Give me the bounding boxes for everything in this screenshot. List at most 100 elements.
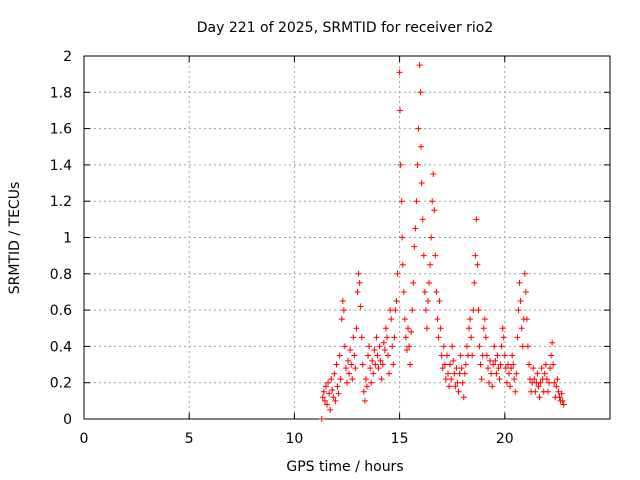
data-point	[359, 361, 366, 368]
data-point	[352, 365, 359, 372]
data-point	[493, 370, 500, 377]
data-point	[515, 307, 522, 314]
x-tick-label: 5	[185, 431, 194, 447]
data-point	[325, 379, 332, 386]
data-point	[468, 334, 475, 341]
data-point	[439, 365, 446, 372]
data-point	[496, 376, 503, 383]
data-point	[389, 343, 396, 350]
data-point	[396, 69, 403, 76]
data-point	[335, 390, 342, 397]
data-point	[530, 365, 537, 372]
data-point	[339, 298, 346, 305]
data-point	[500, 334, 507, 341]
data-point	[418, 143, 425, 150]
data-point	[442, 376, 449, 383]
data-point	[321, 397, 328, 404]
data-point	[429, 198, 436, 205]
x-tick-label: 0	[80, 431, 89, 447]
data-point	[378, 376, 385, 383]
data-point	[401, 316, 408, 323]
data-point	[462, 361, 469, 368]
data-point	[473, 216, 480, 223]
data-point	[478, 376, 485, 383]
data-point	[366, 343, 373, 350]
data-point	[534, 370, 541, 377]
data-point	[319, 394, 326, 401]
data-point	[432, 252, 439, 259]
data-point	[547, 365, 554, 372]
data-point	[380, 339, 387, 346]
data-point	[495, 365, 502, 372]
data-point	[328, 376, 335, 383]
data-point	[438, 352, 445, 359]
data-point	[418, 180, 425, 187]
data-point	[553, 383, 560, 390]
data-point	[475, 307, 482, 314]
data-point	[351, 352, 358, 359]
data-point	[346, 370, 353, 377]
y-tick-label: 0.8	[50, 267, 72, 283]
data-point	[450, 357, 457, 364]
x-axis-label: GPS time / hours	[286, 459, 403, 475]
data-point	[459, 379, 466, 386]
data-point	[336, 352, 343, 359]
data-point	[417, 89, 424, 96]
data-point	[525, 361, 532, 368]
data-point	[532, 388, 539, 395]
data-point	[361, 397, 368, 404]
data-point	[536, 394, 543, 401]
data-point	[476, 343, 483, 350]
data-point	[518, 325, 525, 332]
data-point	[322, 383, 329, 390]
data-point	[342, 365, 349, 372]
data-point	[440, 343, 447, 350]
data-point	[411, 243, 418, 250]
data-point	[422, 307, 429, 314]
data-point	[388, 316, 395, 323]
data-point	[463, 343, 470, 350]
data-point	[347, 347, 354, 354]
y-tick-label: 0.6	[50, 303, 72, 319]
data-point	[461, 370, 468, 377]
data-point	[329, 386, 336, 393]
data-point	[516, 279, 523, 286]
y-tick-label: 1.8	[50, 85, 72, 101]
data-point	[406, 343, 413, 350]
data-point	[399, 261, 406, 268]
data-point	[433, 288, 440, 295]
data-point	[467, 316, 474, 323]
data-point	[355, 270, 362, 277]
data-point	[385, 352, 392, 359]
data-point	[405, 325, 412, 332]
data-point	[377, 357, 384, 364]
data-marks	[318, 62, 567, 422]
data-point	[394, 270, 401, 277]
data-point	[556, 394, 563, 401]
y-tick-label: 0.2	[50, 376, 72, 392]
data-point	[392, 307, 399, 314]
data-point	[524, 343, 531, 350]
data-point	[555, 388, 562, 395]
data-point	[510, 361, 517, 368]
data-point	[460, 394, 467, 401]
data-point	[399, 234, 406, 241]
data-point	[447, 361, 454, 368]
data-point	[344, 379, 350, 386]
data-point	[382, 325, 389, 332]
data-point	[337, 376, 344, 383]
data-point	[480, 325, 487, 332]
data-point	[415, 125, 422, 132]
data-point	[340, 307, 347, 314]
data-point	[514, 334, 521, 341]
data-point	[427, 261, 434, 268]
data-point	[551, 379, 558, 386]
chart-title: Day 221 of 2025, SRMTID for receiver rio…	[197, 20, 494, 36]
data-point	[443, 352, 450, 359]
data-point	[348, 361, 355, 368]
data-point	[379, 361, 386, 368]
x-tick-label: 10	[285, 431, 303, 447]
data-point	[425, 298, 432, 305]
data-point	[550, 361, 557, 368]
data-point	[372, 361, 379, 368]
